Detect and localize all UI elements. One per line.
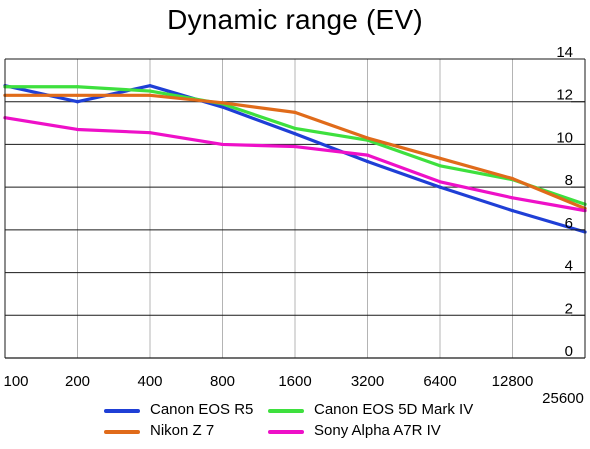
- data-point-nikon-z-7: [510, 177, 515, 181]
- y-tick-label: 12: [556, 87, 573, 104]
- data-point-nikon-z-7: [438, 156, 442, 160]
- data-point-canon-eos-r5: [148, 84, 152, 88]
- y-tick-label: 10: [556, 129, 573, 146]
- y-tick-label: 2: [565, 300, 573, 317]
- legend-swatch-canon-eos-5d-mark-iv: [268, 409, 304, 413]
- grid-lines: [4, 58, 586, 359]
- data-point-sony-alpha-a7r-iv: [220, 142, 225, 147]
- data-point-sony-alpha-a7r-iv: [438, 180, 442, 184]
- data-point-canon-eos-r5: [75, 100, 80, 104]
- data-point-canon-eos-5d-mark-iv: [293, 126, 297, 131]
- data-point-nikon-z-7: [75, 93, 80, 97]
- legend-swatch-nikon-z7: [104, 430, 140, 434]
- legend-label-canon-eos-r5: Canon EOS R5: [150, 401, 254, 418]
- tick-labels: 0 2 4 6 8 10 12 14 100 200 400 800 1600 3200 6400 12800…: [3, 44, 585, 407]
- data-point-nikon-z-7: [365, 136, 370, 140]
- x-tick-label: 800: [210, 373, 235, 390]
- legend-label-canon-eos-5d-mark-iv: Canon EOS 5D Mark IV: [314, 401, 474, 418]
- data-point-sony-alpha-a7r-iv: [75, 127, 80, 132]
- x-tick-label: 12800: [492, 373, 534, 390]
- legend-swatch-sony-alpha-a7r-iv: [268, 430, 304, 434]
- data-point-sony-alpha-a7r-iv: [365, 153, 370, 157]
- y-tick-label: 14: [556, 44, 573, 61]
- data-point-nikon-z-7: [220, 101, 225, 105]
- legend-label-nikon-z7: Nikon Z 7: [150, 422, 215, 439]
- series-lines: [3, 84, 587, 234]
- data-point-sony-alpha-a7r-iv: [293, 144, 297, 149]
- data-point-nikon-z-7: [148, 93, 152, 97]
- y-tick-label: 6: [565, 215, 573, 232]
- data-point-canon-eos-r5: [293, 132, 297, 136]
- x-tick-label: 25600: [542, 390, 584, 407]
- data-point-canon-eos-r5: [220, 105, 225, 109]
- data-point-canon-eos-5d-mark-iv: [438, 164, 442, 168]
- y-tick-label: 0: [565, 343, 573, 360]
- data-point-sony-alpha-a7r-iv: [148, 131, 152, 135]
- data-point-canon-eos-5d-mark-iv: [75, 85, 80, 89]
- chart-title: Dynamic range (EV): [167, 4, 423, 35]
- legend-label-sony-alpha-a7r-iv: Sony Alpha A7R IV: [314, 422, 441, 439]
- x-tick-label: 400: [137, 373, 162, 390]
- x-tick-label: 6400: [423, 373, 456, 390]
- data-point-sony-alpha-a7r-iv: [510, 196, 515, 200]
- data-point-canon-eos-r5: [510, 209, 515, 213]
- data-point-canon-eos-r5: [365, 159, 370, 164]
- x-tick-label: 100: [3, 373, 28, 390]
- x-tick-label: 3200: [351, 373, 384, 390]
- data-point-canon-eos-5d-mark-iv: [148, 89, 152, 93]
- y-tick-label: 4: [565, 258, 573, 275]
- axes: [4, 59, 586, 359]
- x-tick-label: 1600: [278, 373, 311, 390]
- data-point-canon-eos-r5: [438, 185, 442, 189]
- y-tick-label: 8: [565, 172, 573, 189]
- legend-swatch-canon-eos-r5: [104, 409, 140, 413]
- data-point-nikon-z-7: [293, 110, 297, 114]
- x-tick-label: 200: [65, 373, 90, 390]
